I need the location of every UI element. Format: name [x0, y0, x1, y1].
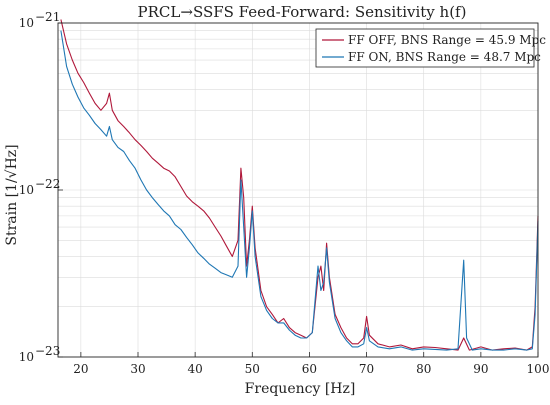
x-tick-label: 100 [527, 362, 550, 376]
series-line-1 [60, 30, 539, 351]
x-tick-label: 20 [73, 362, 88, 376]
series-layer [60, 19, 539, 351]
x-tick-label: 40 [188, 362, 203, 376]
y-tick-exponent: −21 [35, 10, 60, 24]
y-axis-label: Strain [1/√Hz] [4, 144, 20, 245]
x-tick-label: 60 [302, 362, 317, 376]
x-axis-label: Frequency [Hz] [245, 381, 356, 397]
y-tick-exponent: −23 [35, 344, 60, 358]
grid [58, 23, 539, 358]
legend-box [315, 28, 535, 68]
y-tick-label: 10 [19, 16, 34, 30]
y-tick-label: 10 [19, 183, 34, 197]
legend: FF OFF, BNS Range = 45.9 Mpc FF ON, BNS … [315, 28, 546, 68]
x-axis-ticks: 20 30 40 50 60 70 80 90 100 [73, 352, 549, 376]
legend-entry-ff-off: FF OFF, BNS Range = 45.9 Mpc [348, 33, 546, 47]
chart-title: PRCL→SSFS Feed-Forward: Sensitivity h(f) [138, 3, 467, 21]
x-tick-label: 70 [359, 362, 374, 376]
series-line-0 [60, 19, 539, 351]
y-tick-exponent: −22 [35, 177, 60, 191]
x-tick-label: 90 [473, 362, 488, 376]
x-tick-label: 50 [245, 362, 260, 376]
x-tick-label: 30 [130, 362, 145, 376]
legend-entry-ff-on: FF ON, BNS Range = 48.7 Mpc [348, 50, 541, 64]
y-tick-label: 10 [19, 350, 34, 364]
x-tick-label: 80 [416, 362, 431, 376]
